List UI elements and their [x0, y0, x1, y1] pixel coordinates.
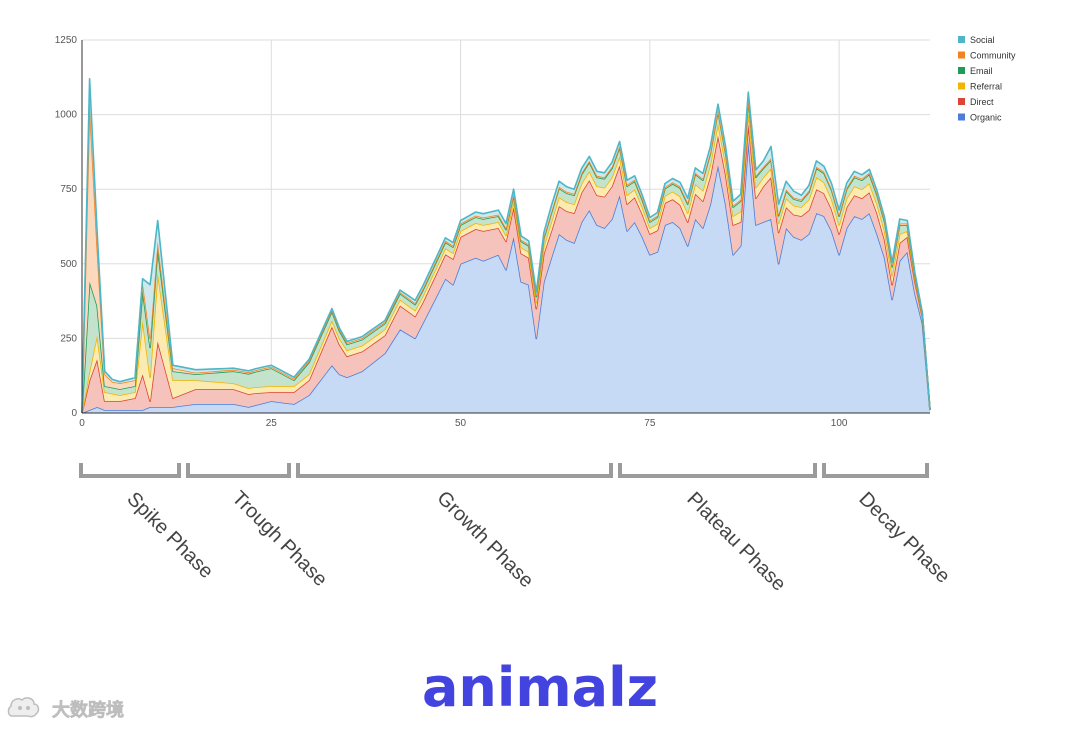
y-tick-label: 0 — [71, 408, 77, 419]
area-direct — [82, 123, 930, 413]
watermark-icon — [7, 697, 40, 718]
x-tick-label: 50 — [455, 418, 467, 429]
line-social — [81, 78, 931, 414]
legend-label-direct: Direct — [970, 97, 994, 107]
axes — [81, 40, 930, 414]
phase-annotations: Spike Phase Trough Phase Growth Phase Pl… — [79, 463, 954, 596]
x-tick-label: 25 — [266, 418, 278, 429]
x-tick-label: 100 — [831, 418, 848, 429]
legend-swatch-referral — [958, 82, 965, 90]
x-tick-label: 75 — [644, 418, 656, 429]
y-tick-label: 750 — [60, 184, 77, 195]
tick-labels: 0 250 500 750 1000 1250 0 25 50 75 100 — [55, 35, 848, 429]
phase-bracket-spike: Spike Phase — [79, 463, 217, 583]
phase-bracket-growth: Growth Phase — [296, 463, 613, 592]
watermark: 大数跨境 — [7, 697, 124, 721]
phase-label-spike: Spike Phase — [122, 488, 217, 583]
phase-label-trough: Trough Phase — [227, 487, 331, 591]
legend-label-referral: Referral — [970, 82, 1002, 92]
phase-label-growth: Growth Phase — [432, 487, 537, 592]
y-tick-label: 250 — [60, 333, 77, 344]
legend-label-community: Community — [970, 51, 1016, 61]
legend-swatch-community — [958, 51, 965, 59]
legend-label-organic: Organic — [970, 113, 1002, 123]
legend-swatch-organic — [958, 113, 965, 121]
y-tick-label: 500 — [60, 259, 77, 270]
legend: Social Community Email Referral Direct Organi… — [958, 35, 1016, 123]
legend-swatch-email — [958, 67, 965, 74]
y-tick-label: 1250 — [55, 35, 78, 46]
area-organic — [82, 141, 930, 413]
phase-label-decay: Decay Phase — [854, 488, 954, 588]
watermark-text: 大数跨境 — [52, 699, 124, 721]
y-tick-label: 1000 — [55, 110, 78, 121]
legend-label-email: Email — [970, 66, 993, 76]
series-areas — [81, 78, 931, 414]
phase-bracket-decay: Decay Phase — [822, 463, 954, 588]
phase-label-plateau: Plateau Phase — [682, 488, 790, 596]
legend-label-social: Social — [970, 35, 995, 45]
legend-swatch-social — [958, 36, 965, 43]
phase-bracket-plateau: Plateau Phase — [618, 463, 817, 596]
legend-swatch-direct — [958, 98, 965, 105]
x-tick-label: 0 — [79, 418, 85, 429]
brand-logo: animalz — [422, 656, 658, 719]
